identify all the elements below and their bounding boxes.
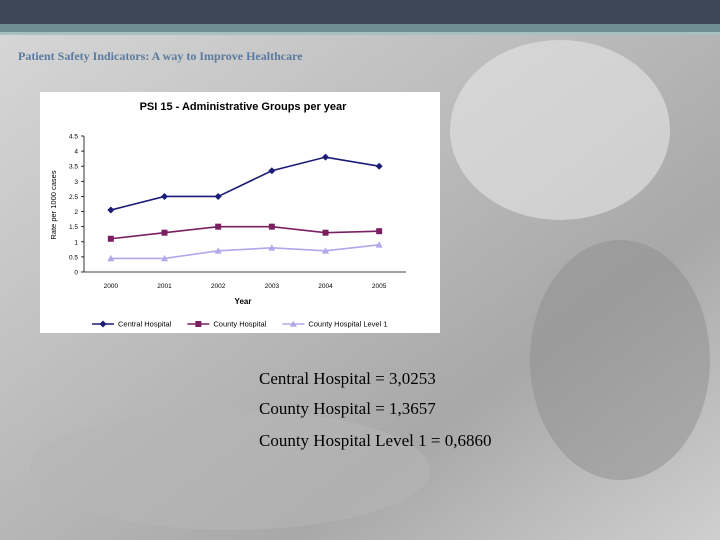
y-tick-label: 3 bbox=[74, 179, 78, 186]
y-tick-label: 4 bbox=[74, 149, 78, 156]
data-point bbox=[268, 167, 276, 175]
y-tick-label: 3.5 bbox=[69, 164, 78, 171]
y-axis-label: Rate per 1000 cases bbox=[49, 170, 58, 239]
y-tick-label: 1.5 bbox=[69, 224, 78, 231]
y-tick-label: 1 bbox=[74, 239, 78, 246]
note: County Hospital Level 1 = 0,6860 bbox=[259, 431, 491, 450]
x-axis-label: Year bbox=[235, 297, 252, 306]
chart-title: PSI 15 - Administrative Groups per year bbox=[140, 101, 348, 113]
series-line bbox=[110, 225, 380, 240]
photo-shape bbox=[530, 240, 710, 480]
data-point bbox=[215, 223, 222, 230]
legend-label: County Hospital bbox=[213, 320, 266, 329]
data-point bbox=[107, 254, 115, 262]
legend-label: Central Hospital bbox=[118, 320, 172, 329]
y-tick-label: 4.5 bbox=[69, 134, 78, 141]
top-bar bbox=[0, 0, 720, 24]
y-tick-label: 2.5 bbox=[69, 194, 78, 201]
x-tick-label: 2004 bbox=[318, 283, 333, 290]
legend-marker bbox=[99, 320, 107, 328]
legend-label: County Hospital Level 1 bbox=[308, 320, 387, 329]
photo-shape bbox=[30, 410, 430, 530]
data-point bbox=[107, 235, 114, 242]
series-line bbox=[110, 156, 380, 211]
photo-shape bbox=[450, 40, 670, 220]
slide-title: Patient Safety Indicators: A way to Impr… bbox=[18, 49, 303, 63]
x-tick-label: 2002 bbox=[211, 283, 226, 290]
x-tick-label: 2000 bbox=[104, 283, 119, 290]
data-point bbox=[214, 192, 222, 200]
data-point bbox=[268, 244, 276, 251]
x-tick-label: 2005 bbox=[372, 283, 387, 290]
data-point bbox=[322, 229, 329, 236]
note: County Hospital = 1,3657 bbox=[259, 399, 436, 418]
data-point bbox=[214, 247, 222, 254]
y-tick-label: 2 bbox=[74, 209, 78, 216]
data-point bbox=[375, 241, 383, 248]
data-point bbox=[161, 254, 168, 262]
top-accent bbox=[0, 24, 720, 32]
note: Central Hospital = 3,0253 bbox=[259, 369, 436, 388]
y-tick-label: 0 bbox=[74, 270, 78, 277]
data-point bbox=[161, 229, 168, 236]
data-point bbox=[107, 206, 115, 214]
data-point bbox=[268, 223, 275, 230]
x-tick-label: 2003 bbox=[265, 283, 280, 290]
data-point bbox=[376, 228, 383, 235]
legend-marker bbox=[289, 320, 297, 327]
top-accent bbox=[0, 32, 720, 35]
data-point bbox=[161, 192, 168, 200]
chart-background bbox=[40, 92, 440, 333]
data-point bbox=[322, 247, 329, 254]
legend-marker bbox=[195, 321, 202, 327]
data-point bbox=[322, 153, 329, 161]
x-tick-label: 2001 bbox=[157, 283, 172, 290]
series-line bbox=[110, 244, 380, 260]
data-point bbox=[375, 162, 383, 170]
y-tick-label: 0.5 bbox=[69, 254, 78, 261]
